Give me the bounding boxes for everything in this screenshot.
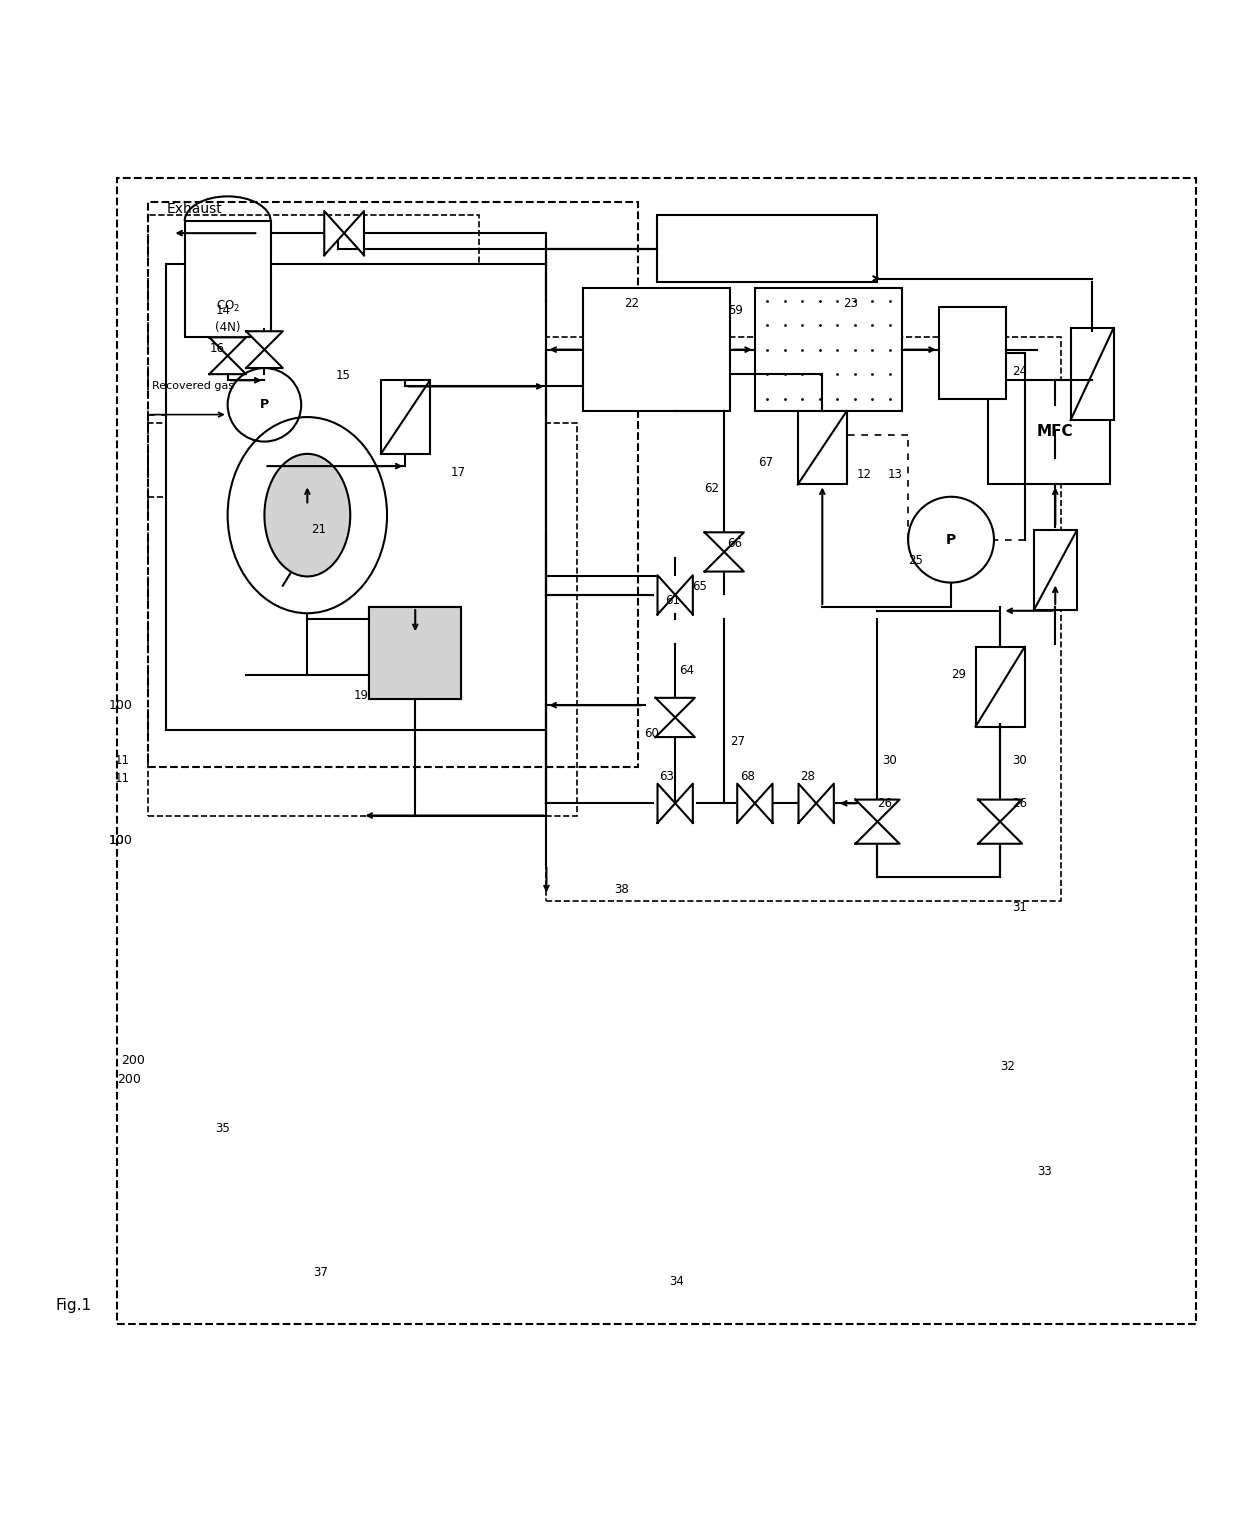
Text: $\mathregular{CO_2}$: $\mathregular{CO_2}$ (216, 299, 239, 314)
Text: 34: 34 (670, 1275, 684, 1288)
Text: 30: 30 (1012, 754, 1027, 766)
Polygon shape (978, 800, 1022, 822)
Text: 66: 66 (727, 537, 742, 550)
Bar (657, 215, 878, 282)
Polygon shape (799, 783, 816, 823)
Bar (368, 607, 460, 699)
Text: P: P (946, 532, 956, 547)
Text: 17: 17 (451, 466, 466, 478)
Text: 11: 11 (115, 754, 130, 766)
Text: 31: 31 (1012, 901, 1027, 914)
Bar (148, 215, 479, 497)
Polygon shape (755, 783, 773, 823)
Text: 13: 13 (888, 468, 903, 481)
Text: 28: 28 (800, 770, 815, 783)
Text: 14: 14 (216, 304, 231, 317)
Polygon shape (345, 212, 365, 254)
Bar (988, 380, 1111, 484)
Bar (148, 202, 639, 766)
Text: 26: 26 (878, 797, 893, 809)
Polygon shape (210, 337, 246, 356)
Text: 68: 68 (740, 770, 755, 783)
Text: 200: 200 (122, 1055, 145, 1067)
Bar (755, 288, 901, 411)
Text: 21: 21 (311, 523, 326, 537)
Text: 65: 65 (692, 579, 707, 593)
Bar (547, 337, 1061, 901)
Text: 10: 10 (109, 834, 124, 846)
Polygon shape (704, 552, 744, 572)
Bar (381, 380, 430, 454)
Text: 22: 22 (624, 296, 639, 310)
Text: 15: 15 (336, 369, 351, 382)
Bar (118, 178, 1197, 1325)
Text: 29: 29 (951, 668, 966, 681)
Polygon shape (675, 783, 693, 823)
Text: Recovered gas: Recovered gas (151, 382, 234, 391)
Text: 12: 12 (857, 468, 872, 481)
Text: 33: 33 (1037, 1165, 1052, 1177)
Bar (797, 411, 847, 484)
Text: P: P (260, 399, 269, 411)
Text: 24: 24 (1012, 365, 1028, 379)
Text: 27: 27 (730, 736, 745, 748)
Polygon shape (325, 212, 345, 254)
Polygon shape (978, 822, 1022, 843)
Text: 61: 61 (666, 595, 681, 607)
Text: 25: 25 (908, 553, 923, 567)
Bar (148, 423, 577, 816)
Polygon shape (246, 331, 283, 350)
Text: MFC: MFC (1037, 425, 1074, 440)
Polygon shape (816, 783, 833, 823)
Text: 19: 19 (353, 688, 370, 702)
Text: 64: 64 (678, 664, 694, 678)
Text: 100: 100 (109, 834, 133, 846)
Bar (283, 506, 332, 586)
Bar (976, 647, 1024, 727)
Bar (939, 307, 1006, 399)
Bar (166, 264, 547, 730)
Text: 200: 200 (118, 1073, 141, 1085)
Text: 38: 38 (614, 883, 629, 895)
Bar (1034, 530, 1076, 610)
Polygon shape (738, 783, 755, 823)
Text: 37: 37 (314, 1266, 329, 1280)
Text: 23: 23 (843, 296, 858, 310)
Text: 26: 26 (1012, 797, 1028, 809)
Text: 100: 100 (109, 699, 133, 711)
Polygon shape (657, 575, 675, 615)
Polygon shape (246, 350, 283, 368)
Text: 11: 11 (115, 773, 130, 785)
Text: 67: 67 (759, 455, 774, 469)
Text: Fig.1: Fig.1 (56, 1298, 92, 1314)
Text: 62: 62 (704, 481, 719, 495)
Text: 59: 59 (728, 304, 743, 317)
Polygon shape (656, 717, 694, 737)
Polygon shape (675, 575, 693, 615)
Text: 30: 30 (883, 754, 897, 766)
Ellipse shape (264, 454, 350, 576)
Polygon shape (856, 800, 899, 822)
Text: 32: 32 (1001, 1061, 1016, 1073)
Text: Exhaust: Exhaust (166, 202, 222, 216)
Bar (583, 288, 730, 411)
Polygon shape (656, 698, 694, 717)
Ellipse shape (228, 417, 387, 613)
Polygon shape (856, 822, 899, 843)
Text: 16: 16 (210, 342, 224, 356)
Text: 60: 60 (645, 727, 660, 740)
Bar (368, 607, 460, 699)
Text: 35: 35 (216, 1122, 231, 1134)
Polygon shape (210, 356, 246, 374)
Text: 63: 63 (660, 770, 675, 783)
Bar (1070, 328, 1114, 420)
Polygon shape (704, 532, 744, 552)
Text: (4N): (4N) (215, 320, 241, 334)
Bar (185, 221, 270, 337)
Polygon shape (657, 783, 675, 823)
